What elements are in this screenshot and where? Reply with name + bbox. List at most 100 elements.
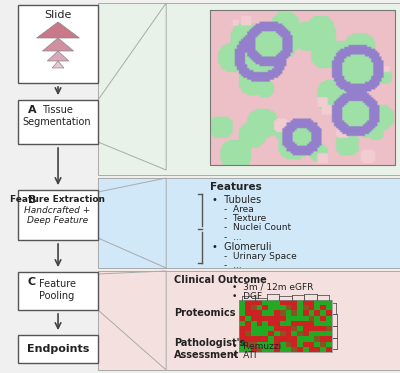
Bar: [314, 321, 320, 326]
Bar: [309, 310, 314, 316]
Polygon shape: [98, 3, 166, 170]
Bar: [309, 336, 314, 342]
Bar: [18, 5, 98, 83]
Bar: [291, 321, 297, 326]
Bar: [291, 326, 297, 331]
Text: Feature
Pooling: Feature Pooling: [38, 279, 76, 301]
Bar: [309, 316, 314, 321]
Bar: [297, 310, 303, 316]
Bar: [262, 347, 268, 352]
Bar: [314, 326, 320, 331]
Bar: [297, 316, 303, 321]
Bar: [257, 321, 262, 326]
Bar: [291, 336, 297, 342]
Text: -  ...: - ...: [224, 233, 241, 242]
Text: •  DGF: • DGF: [232, 292, 262, 301]
Bar: [18, 272, 98, 310]
Polygon shape: [98, 3, 400, 175]
Bar: [303, 342, 309, 347]
Bar: [268, 305, 274, 310]
Bar: [291, 305, 297, 310]
Bar: [262, 331, 268, 336]
Text: -  Urinary Space: - Urinary Space: [224, 252, 296, 261]
Bar: [257, 305, 262, 310]
Bar: [280, 326, 286, 331]
Bar: [309, 342, 314, 347]
Bar: [274, 310, 280, 316]
Bar: [326, 331, 332, 336]
Bar: [239, 331, 245, 336]
Bar: [303, 347, 309, 352]
Polygon shape: [98, 178, 166, 268]
Text: Endpoints: Endpoints: [27, 344, 89, 354]
Bar: [309, 321, 314, 326]
Bar: [18, 100, 98, 144]
Bar: [320, 336, 326, 342]
Text: •  Glomeruli: • Glomeruli: [212, 242, 272, 253]
Bar: [268, 310, 274, 316]
Bar: [239, 316, 245, 321]
Bar: [274, 321, 280, 326]
Bar: [251, 316, 257, 321]
Bar: [286, 331, 291, 336]
Bar: [262, 326, 268, 331]
Bar: [303, 326, 309, 331]
Bar: [297, 347, 303, 352]
Bar: [268, 326, 274, 331]
Bar: [251, 342, 257, 347]
Bar: [280, 305, 286, 310]
Bar: [274, 347, 280, 352]
Bar: [326, 310, 332, 316]
Bar: [320, 347, 326, 352]
Bar: [245, 347, 251, 352]
Bar: [239, 347, 245, 352]
Text: -  ...: - ...: [224, 261, 241, 270]
Bar: [309, 326, 314, 331]
Bar: [314, 342, 320, 347]
Bar: [257, 331, 262, 336]
Text: -  Area: - Area: [224, 204, 254, 213]
Bar: [291, 331, 297, 336]
Bar: [314, 331, 320, 336]
Bar: [245, 321, 251, 326]
Bar: [245, 336, 251, 342]
Bar: [297, 331, 303, 336]
Bar: [280, 300, 286, 305]
Bar: [274, 331, 280, 336]
Bar: [297, 342, 303, 347]
Bar: [268, 316, 274, 321]
Bar: [239, 300, 245, 305]
Bar: [251, 300, 257, 305]
Bar: [251, 321, 257, 326]
Bar: [268, 300, 274, 305]
Bar: [286, 336, 291, 342]
Bar: [309, 347, 314, 352]
Bar: [297, 305, 303, 310]
Bar: [268, 347, 274, 352]
Bar: [257, 326, 262, 331]
Text: C: C: [28, 277, 36, 287]
Bar: [251, 305, 257, 310]
Bar: [320, 331, 326, 336]
Text: -  Nuclei Count: - Nuclei Count: [224, 223, 291, 232]
Bar: [320, 316, 326, 321]
Bar: [291, 316, 297, 321]
Text: Slide: Slide: [44, 10, 72, 20]
Bar: [262, 336, 268, 342]
Bar: [320, 300, 326, 305]
Bar: [274, 300, 280, 305]
Bar: [286, 347, 291, 352]
Bar: [245, 331, 251, 336]
Bar: [280, 316, 286, 321]
Bar: [314, 310, 320, 316]
Bar: [303, 310, 309, 316]
Bar: [303, 331, 309, 336]
Bar: [309, 305, 314, 310]
Bar: [286, 342, 291, 347]
Bar: [280, 336, 286, 342]
Text: Clinical Outcome: Clinical Outcome: [174, 275, 267, 285]
Text: Tissue
Segmentation: Tissue Segmentation: [23, 105, 91, 126]
Bar: [262, 310, 268, 316]
Bar: [257, 300, 262, 305]
Text: B: B: [28, 195, 36, 205]
